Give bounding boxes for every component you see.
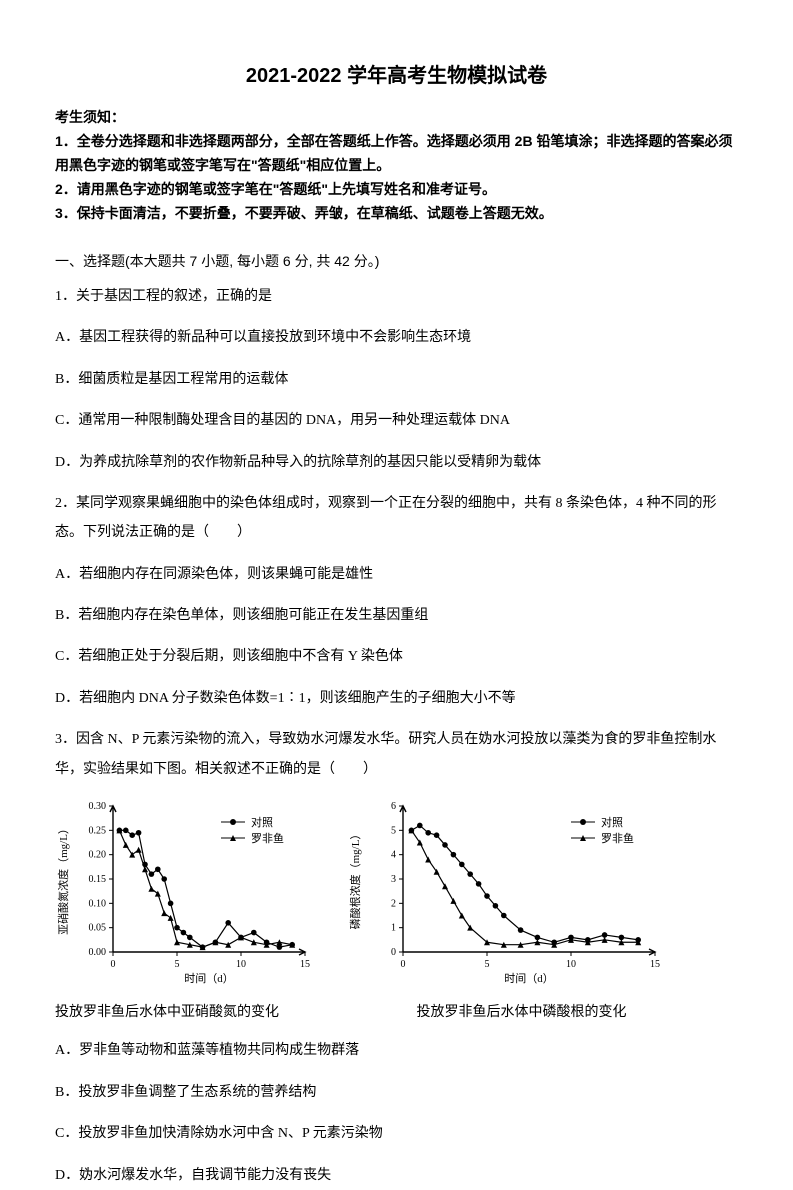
svg-text:10: 10 <box>236 959 246 970</box>
svg-text:0.25: 0.25 <box>89 825 107 836</box>
svg-text:5: 5 <box>485 959 490 970</box>
svg-text:对照: 对照 <box>601 815 623 829</box>
q1-option-d: D．为养成抗除草剂的农作物新品种导入的抗除草剂的基因只能以受精卵为载体 <box>55 448 738 477</box>
svg-text:0.10: 0.10 <box>89 898 107 909</box>
q1-option-b: B．细菌质粒是基因工程常用的运载体 <box>55 365 738 394</box>
q2-option-b: B．若细胞内存在染色单体，则该细胞可能正在发生基因重组 <box>55 601 738 630</box>
svg-text:1: 1 <box>391 923 396 934</box>
svg-text:0: 0 <box>111 959 116 970</box>
svg-text:时间（d）: 时间（d） <box>504 972 554 985</box>
page-title: 2021-2022 学年高考生物模拟试卷 <box>55 60 738 92</box>
svg-text:3: 3 <box>391 874 396 885</box>
q1-option-a: A．基因工程获得的新品种可以直接投放到环境中不会影响生态环境 <box>55 323 738 352</box>
q3-option-a: A．罗非鱼等动物和蓝藻等植物共同构成生物群落 <box>55 1036 738 1065</box>
svg-text:5: 5 <box>391 825 396 836</box>
svg-text:0.15: 0.15 <box>89 874 107 885</box>
notice-item-1: 1．全卷分选择题和非选择题两部分，全部在答题纸上作答。选择题必须用 2B 铅笔填… <box>55 130 738 178</box>
charts-row: 0.000.050.100.150.200.250.30051015时间（d）亚… <box>55 796 738 986</box>
svg-text:罗非鱼: 罗非鱼 <box>601 831 634 845</box>
q2-option-c: C．若细胞正处于分裂后期，则该细胞中不含有 Y 染色体 <box>55 642 738 671</box>
q1-option-c: C．通常用一种限制酶处理含目的基因的 DNA，用另一种处理运载体 DNA <box>55 406 738 435</box>
notice-item-2: 2．请用黑色字迹的钢笔或签字笔在"答题纸"上先填写姓名和准考证号。 <box>55 178 738 202</box>
svg-text:0.00: 0.00 <box>89 947 107 958</box>
svg-text:0.20: 0.20 <box>89 850 107 861</box>
svg-text:0.05: 0.05 <box>89 923 107 934</box>
svg-text:对照: 对照 <box>251 815 273 829</box>
section-heading: 一、选择题(本大题共 7 小题, 每小题 6 分, 共 42 分。) <box>55 250 738 272</box>
q3-option-b: B．投放罗非鱼调整了生态系统的营养结构 <box>55 1078 738 1107</box>
svg-text:0: 0 <box>391 947 396 958</box>
q3-option-c: C．投放罗非鱼加快清除妫水河中含 N、P 元素污染物 <box>55 1119 738 1148</box>
chart1-caption: 投放罗非鱼后水体中亚硝酸氮的变化 <box>55 1002 397 1024</box>
chart2-caption: 投放罗非鱼后水体中磷酸根的变化 <box>397 1002 739 1024</box>
notice-heading: 考生须知： <box>55 106 738 128</box>
svg-text:2: 2 <box>391 898 396 909</box>
svg-text:0.30: 0.30 <box>89 801 107 812</box>
svg-text:时间（d）: 时间（d） <box>184 972 234 985</box>
svg-text:罗非鱼: 罗非鱼 <box>251 831 284 845</box>
svg-text:15: 15 <box>650 959 660 970</box>
svg-text:磷酸根浓度（mg/L）: 磷酸根浓度（mg/L） <box>348 829 362 930</box>
q3-option-d: D．妫水河爆发水华，自我调节能力没有丧失 <box>55 1161 738 1190</box>
svg-text:6: 6 <box>391 801 396 812</box>
chart-phosphate: 0 1 2 3 4 5 6 0 5 10 15 时间（d） 磷酸根浓度（mg/L） 对照罗非鱼 <box>345 796 665 986</box>
svg-text:0: 0 <box>401 959 406 970</box>
q1-stem: 1．关于基因工程的叙述，正确的是 <box>55 282 738 311</box>
svg-text:4: 4 <box>391 850 396 861</box>
svg-text:亚硝酸氮浓度（mg/L）: 亚硝酸氮浓度（mg/L） <box>56 823 70 935</box>
notice-item-3: 3．保持卡面清洁，不要折叠，不要弄破、弄皱，在草稿纸、试题卷上答题无效。 <box>55 202 738 226</box>
caption-row: 投放罗非鱼后水体中亚硝酸氮的变化 投放罗非鱼后水体中磷酸根的变化 <box>55 1002 738 1024</box>
chart-nitrite: 0.00 0.05 0.10 0.15 0.20 0.25 0.30 0 5 10 15 时间（d） 亚… <box>55 796 315 986</box>
svg-text:15: 15 <box>300 959 310 970</box>
q2-option-a: A．若细胞内存在同源染色体，则该果蝇可能是雄性 <box>55 560 738 589</box>
q2-stem: 2．某同学观察果蝇细胞中的染色体组成时，观察到一个正在分裂的细胞中，共有 8 条… <box>55 489 738 548</box>
q3-stem: 3．因含 N、P 元素污染物的流入，导致妫水河爆发水华。研究人员在妫水河投放以藻… <box>55 725 738 784</box>
q2-option-d: D．若细胞内 DNA 分子数染色体数=1∶1，则该细胞产生的子细胞大小不等 <box>55 684 738 713</box>
svg-text:10: 10 <box>566 959 576 970</box>
svg-text:5: 5 <box>175 959 180 970</box>
